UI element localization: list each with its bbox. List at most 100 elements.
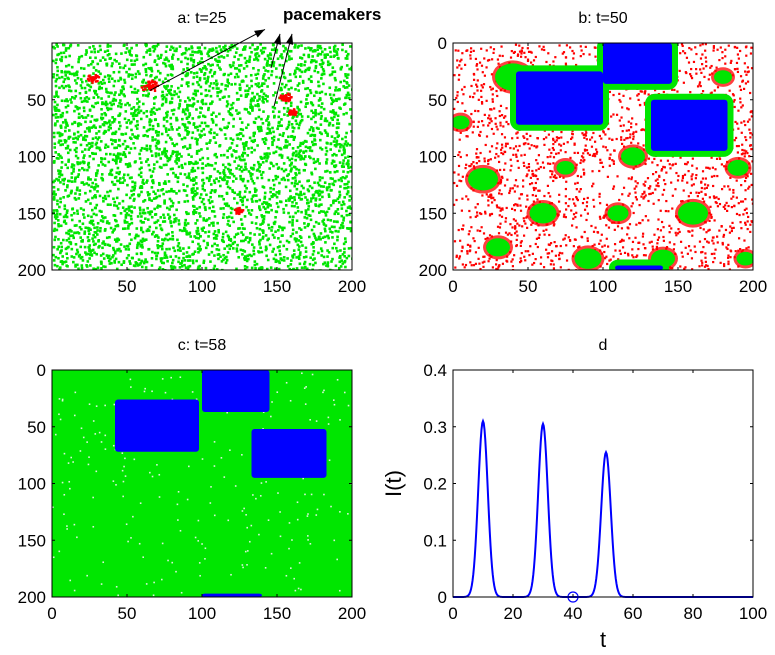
infected-cell [133,59,137,63]
infected-cell [58,134,62,138]
infected-cell [141,211,145,215]
infected-cell [250,146,254,150]
infected-cell [342,216,346,220]
boundary-cell [656,178,659,181]
infected-cell [59,169,62,173]
infected-cell [89,202,92,205]
infected-cell [141,230,145,234]
infected-cell [54,112,58,116]
infected-cell [297,89,300,92]
boundary-cell [503,184,507,187]
infected-cell [298,68,302,72]
infected-cell [135,246,139,250]
infected-cell [76,44,80,47]
infected-cell [226,54,229,57]
infected-cell [268,197,272,201]
infected-cell [304,47,307,50]
infected-cell [179,172,182,176]
infected-cell [204,231,207,234]
boundary-cell [709,205,712,208]
infected-cell [270,73,273,77]
infected-cell [307,205,311,208]
infected-cell [161,102,165,106]
infected-cell [153,112,157,115]
infected-cell [153,118,157,122]
boundary-cell [746,175,749,178]
infected-cell [333,170,337,174]
boundary-cell [515,132,518,135]
infected-cell [248,238,252,242]
infected-cell [183,162,187,166]
infected-cell [303,60,307,63]
infected-cell [60,55,64,59]
boundary-cell [151,79,154,82]
infected-cell [80,266,84,270]
infected-cell [231,101,235,105]
infected-cell [175,92,178,96]
boundary-cell [630,178,633,181]
infected-cell [347,254,351,258]
boundary-cell [501,146,504,149]
infected-cell [165,130,168,133]
infected-cell [276,175,280,179]
boundary-cell [598,169,601,173]
infected-cell [326,218,330,222]
infected-cell [195,231,199,234]
infected-cell [150,186,154,189]
infected-cell [168,156,172,160]
infected-cell [193,89,197,93]
infected-cell [147,229,151,232]
infected-cell [274,230,277,233]
infected-cell [331,246,335,250]
infected-cell [206,124,210,128]
infected-cell [220,268,224,270]
infected-cell [217,87,220,90]
infected-cell [304,155,307,158]
infected-cell [268,52,272,55]
infected-cell [311,209,315,213]
infected-cell [344,140,348,143]
infected-cell [332,140,336,143]
infected-cell [302,53,306,57]
infected-cell [265,119,268,122]
infected-cell [322,222,326,225]
infected-cell [260,84,264,87]
infected-cell [296,209,300,213]
infected-cell [229,137,233,140]
infected-cell [86,100,89,103]
infected-cell [82,213,85,216]
infected-cell [181,229,184,233]
boundary-cell [510,49,513,53]
infected-cell [314,120,317,124]
infected-cell [320,105,323,109]
boundary-cell [662,235,665,239]
infected-cell [264,97,267,101]
infected-cell [76,161,79,164]
infected-cell [147,247,151,251]
infected-cell [73,180,77,183]
infected-cell [350,67,352,70]
boundary-cell [678,69,681,73]
infected-cell [68,228,72,232]
infected-cell [288,215,292,219]
infected-cell [195,140,199,144]
boundary-cell [474,206,477,209]
infected-cell [232,174,236,178]
boundary-cell [480,89,483,92]
infected-cell [243,256,246,260]
infected-cell [52,73,56,76]
infected-cell [280,156,284,159]
infected-cell [87,229,91,233]
boundary-cell [488,58,491,62]
boundary-cell [455,184,459,187]
boundary-cell [694,68,698,71]
infected-cell [191,103,195,106]
infected-cell [53,142,57,146]
boundary-cell [655,184,658,187]
boundary-cell [673,88,676,92]
boundary-cell [681,44,684,48]
infected-cell [286,156,290,160]
infected-cell [91,248,95,252]
boundary-cell [480,84,483,87]
infected-cell [111,99,115,103]
